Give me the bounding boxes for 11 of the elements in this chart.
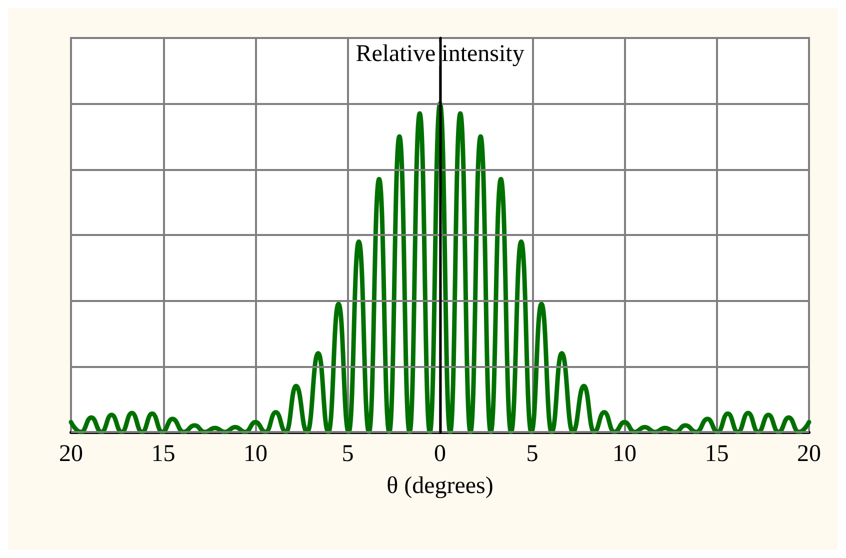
x-axis-title: θ (degrees): [386, 473, 494, 499]
x-tick-label: 5: [342, 441, 354, 467]
x-tick-label: 0: [434, 441, 446, 467]
x-tick-label: 20: [59, 441, 83, 467]
x-tick-label: 15: [151, 441, 176, 467]
x-tick-label: 20: [797, 441, 821, 467]
x-tick-label: 15: [704, 441, 729, 467]
x-tick-label: 5: [526, 441, 538, 467]
x-tick-label: 10: [244, 441, 268, 467]
y-axis-title: Relative intensity: [356, 41, 524, 67]
x-tick-label: 10: [612, 441, 636, 467]
